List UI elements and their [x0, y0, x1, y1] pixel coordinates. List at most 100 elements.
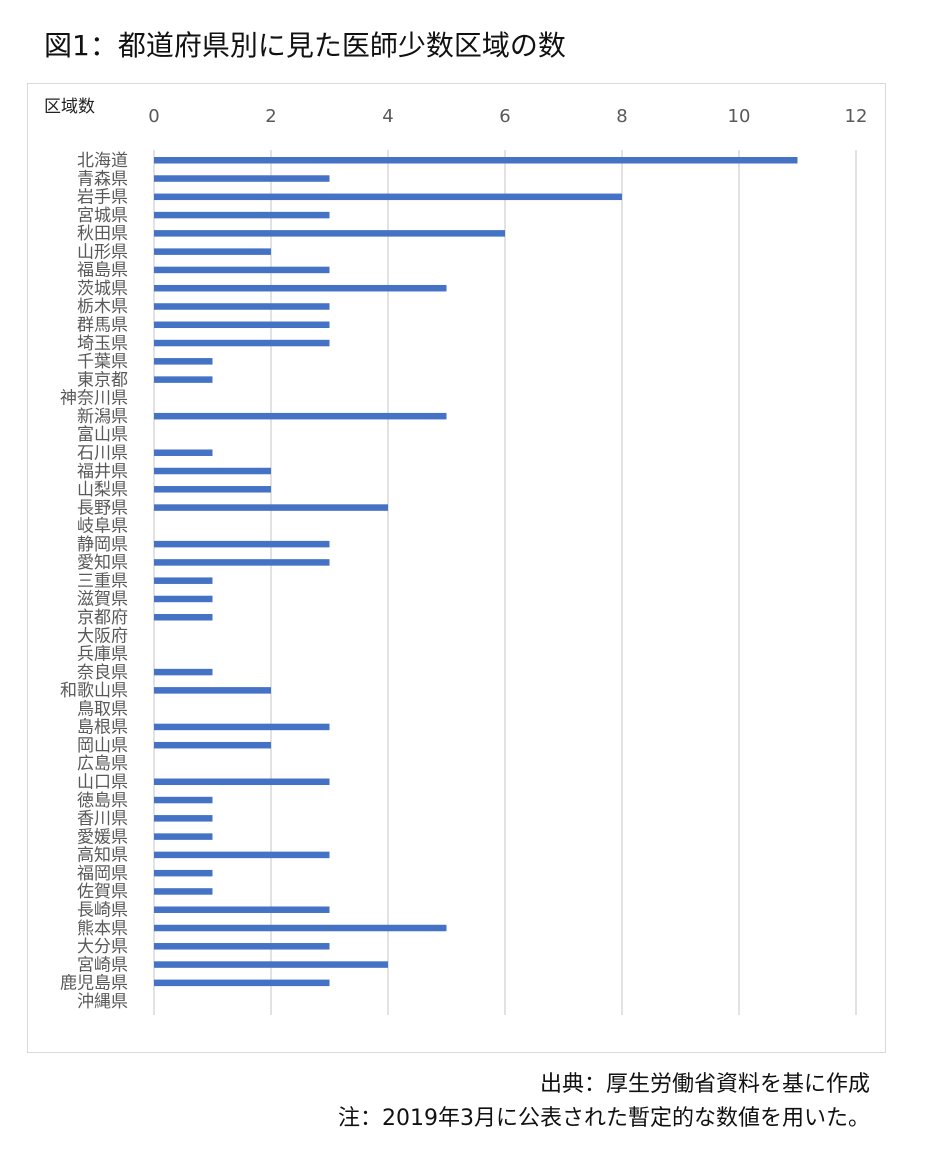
category-label: 三重県 [77, 571, 128, 591]
category-label: 青森県 [77, 169, 128, 189]
bar [154, 888, 213, 895]
category-label: 鳥取県 [77, 699, 128, 719]
bar [154, 943, 330, 950]
bar [154, 303, 330, 310]
category-label: 群馬県 [77, 316, 128, 336]
category-label: 静岡県 [77, 535, 128, 555]
bar [154, 248, 271, 255]
gridlines [153, 150, 857, 1015]
category-label: 石川県 [77, 443, 128, 463]
category-label: 宮崎県 [77, 955, 128, 975]
bar-chart: 0 2 4 6 8 10 12 北海道青森県岩手県宮城県秋田県山形県福島県茨城県栃木県群馬県… [44, 97, 867, 1015]
category-label: 京都府 [77, 608, 128, 628]
chart-title: 図1：都道府県別に見た医師少数区域の数 [44, 29, 566, 62]
bar [154, 595, 213, 603]
category-label: 岩手県 [77, 188, 128, 208]
bar [154, 175, 330, 182]
footnote: 注：2019年3月に公表された暫定的な数値を用いた。 [338, 1106, 870, 1131]
category-label: 沖縄県 [77, 992, 128, 1012]
category-label: 東京都 [77, 370, 128, 390]
category-label: 兵庫県 [77, 645, 128, 665]
bar [154, 979, 330, 987]
category-label: 福島県 [77, 261, 128, 281]
category-label: 岡山県 [77, 736, 128, 756]
category-label: 愛知県 [77, 553, 128, 573]
axis-label: 区域数 [44, 97, 95, 117]
bar [154, 668, 213, 676]
category-label: 大阪府 [77, 626, 128, 646]
bar [154, 376, 213, 383]
bar [154, 321, 330, 329]
bar [154, 778, 330, 786]
category-label: 富山県 [77, 425, 128, 445]
category-label: 山梨県 [77, 480, 128, 500]
category-label: 長崎県 [77, 900, 128, 920]
x-axis-ticks: 0 2 4 6 8 10 12 [148, 106, 867, 127]
category-label: 島根県 [77, 718, 128, 738]
x-tick-label: 2 [265, 106, 276, 127]
bar [154, 504, 388, 511]
category-label: 熊本県 [77, 919, 128, 939]
x-tick-label: 12 [845, 106, 868, 127]
x-tick-label: 10 [728, 106, 751, 127]
bar [154, 211, 330, 219]
category-label: 茨城県 [77, 279, 128, 299]
bar [154, 358, 213, 365]
bar [154, 540, 330, 548]
bar [154, 412, 447, 420]
category-label: 千葉県 [77, 352, 128, 372]
bar [154, 486, 271, 493]
category-label: 宮城県 [77, 206, 128, 226]
category-label: 滋賀県 [77, 590, 128, 610]
bar [154, 961, 388, 968]
category-label: 奈良県 [77, 663, 128, 683]
category-label: 高知県 [77, 846, 128, 866]
source-note: 出典：厚生労働省資料を基に作成 [539, 1072, 870, 1097]
category-label: 山形県 [77, 242, 128, 262]
x-tick-label: 4 [382, 106, 393, 127]
category-label: 山口県 [77, 773, 128, 793]
bars [154, 157, 798, 987]
bar [154, 449, 213, 456]
category-label: 岐阜県 [77, 517, 128, 537]
category-label: 埼玉県 [77, 334, 128, 354]
category-label: 福井県 [77, 462, 128, 482]
bar [154, 467, 271, 475]
category-label: 長野県 [77, 498, 128, 518]
x-tick-label: 8 [616, 106, 627, 127]
bar [154, 284, 447, 292]
bar [154, 796, 213, 804]
bar [154, 157, 798, 164]
category-label: 香川県 [77, 809, 128, 829]
bar [154, 559, 330, 566]
category-label: 徳島県 [77, 791, 128, 811]
chart-frame [27, 83, 886, 1053]
bar [154, 723, 330, 731]
bar [154, 851, 330, 859]
category-label: 広島県 [77, 754, 128, 774]
x-tick-label: 0 [148, 106, 159, 127]
bar [154, 833, 213, 840]
category-label: 秋田県 [77, 224, 128, 244]
bar [154, 741, 271, 749]
bar [154, 266, 330, 274]
bar [154, 815, 213, 822]
category-label: 和歌山県 [60, 681, 128, 701]
x-tick-label: 6 [499, 106, 510, 127]
bar [154, 687, 271, 694]
category-label: 神奈川県 [60, 389, 128, 409]
category-label: 大分県 [77, 937, 128, 957]
category-label: 新潟県 [77, 407, 128, 427]
category-label: 愛媛県 [77, 827, 128, 847]
bar [154, 869, 213, 877]
category-label: 栃木県 [77, 297, 128, 317]
bar [154, 577, 213, 584]
category-labels: 北海道青森県岩手県宮城県秋田県山形県福島県茨城県栃木県群馬県埼玉県千葉県東京都神… [60, 151, 128, 1012]
bar [154, 614, 213, 621]
category-label: 佐賀県 [77, 882, 128, 902]
bar [154, 339, 330, 347]
category-label: 北海道 [77, 151, 128, 171]
bar [154, 230, 505, 237]
category-label: 鹿児島県 [60, 974, 128, 994]
bar [154, 924, 447, 932]
